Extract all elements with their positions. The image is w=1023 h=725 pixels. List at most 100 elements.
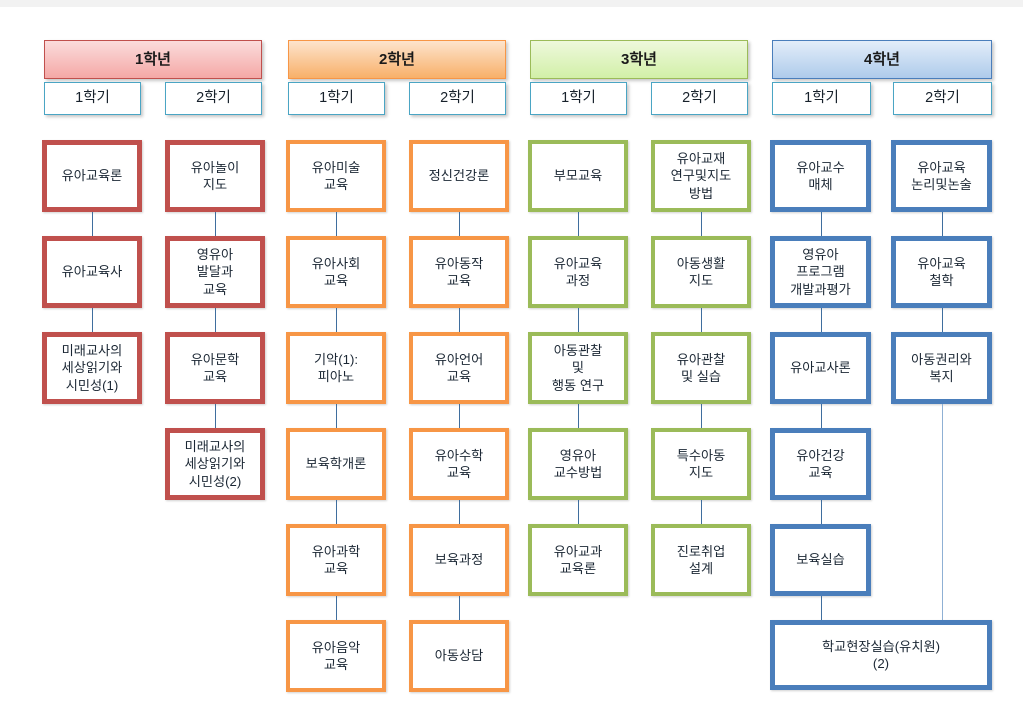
course-box[interactable]: 미래교사의 세상읽기와 시민성(2) [165,428,265,500]
course-label: 보육학개론 [305,456,367,472]
course-label: 영유아 교수방법 [553,447,603,480]
course-label: 유아수학 교육 [434,447,484,480]
connector-line [215,404,216,428]
semester-box-1-2[interactable]: 2학기 [165,82,262,115]
course-label: 유아음악 교육 [311,639,361,672]
course-box[interactable]: 보육학개론 [286,428,386,500]
semester-label: 1학기 [75,90,110,106]
course-box[interactable]: 미래교사의 세상읽기와 시민성(1) [42,332,142,404]
top-edge-strip [0,0,1023,7]
course-label: 미래교사의 세상읽기와 시민성(1) [61,342,123,393]
course-box[interactable]: 아동생활 지도 [651,236,751,308]
course-label: 부모교육 [553,168,603,184]
course-box[interactable]: 유아교재 연구및지도 방법 [651,140,751,212]
connector-line [578,500,579,524]
course-label: 유아미술 교육 [311,159,361,192]
course-box[interactable]: 정신건강론 [409,140,509,212]
course-box[interactable]: 아동권리와 복지 [891,332,992,404]
semester-box-3-1[interactable]: 1학기 [530,82,627,115]
connector-line [92,308,93,332]
course-label: 유아교육 과정 [553,255,603,288]
course-label: 특수아동 지도 [676,447,726,480]
course-label: 아동관찰 및 행동 연구 [551,342,605,393]
course-label: 유아건강 교육 [796,447,845,480]
connector-line [821,596,822,620]
course-label: 미래교사의 세상읽기와 시민성(2) [184,438,246,489]
course-box[interactable]: 유아과학 교육 [286,524,386,596]
course-label: 유아교사론 [790,360,851,376]
connector-line [215,308,216,332]
course-label: 아동상담 [434,648,484,664]
course-box[interactable]: 유아문학 교육 [165,332,265,404]
course-box[interactable]: 유아미술 교육 [286,140,386,212]
course-box[interactable]: 유아교육 논리및논술 [891,140,992,212]
year-header-1: 1학년 [44,40,262,79]
semester-box-1-1[interactable]: 1학기 [44,82,141,115]
course-box[interactable]: 유아음악 교육 [286,620,386,692]
semester-box-3-2[interactable]: 2학기 [651,82,748,115]
course-label: 유아교과 교육론 [553,543,603,576]
course-box[interactable]: 유아교육 철학 [891,236,992,308]
course-box[interactable]: 영유아 발달과 교육 [165,236,265,308]
course-label: 유아문학 교육 [190,351,240,384]
connector-line [92,212,93,236]
course-label: 유아교수 매체 [796,159,845,192]
connector-line [336,212,337,236]
connector-line [459,500,460,524]
semester-box-4-2[interactable]: 2학기 [893,82,992,115]
course-label: 유아교육사 [61,264,123,280]
connector-line [821,404,822,428]
course-box[interactable]: 영유아 교수방법 [528,428,628,500]
course-label: 유아교육 논리및논술 [911,159,972,192]
course-box[interactable]: 보육실습 [770,524,871,596]
course-box[interactable]: 유아교수 매체 [770,140,871,212]
course-box[interactable]: 유아교육 과정 [528,236,628,308]
course-box[interactable]: 보육과정 [409,524,509,596]
merged-course-box[interactable]: 학교현장실습(유치원) (2) [770,620,992,690]
course-label: 유아놀이 지도 [190,159,240,192]
connector-line [336,308,337,332]
year-header-label: 1학년 [135,51,171,68]
course-box[interactable]: 유아수학 교육 [409,428,509,500]
semester-label: 1학기 [561,90,596,106]
year-header-label: 4학년 [864,51,900,68]
semester-box-4-1[interactable]: 1학기 [772,82,871,115]
course-box[interactable]: 유아교과 교육론 [528,524,628,596]
course-label: 유아교육 철학 [917,255,966,288]
semester-label: 2학기 [440,90,475,106]
connector-line [701,500,702,524]
year-header-label: 2학년 [379,51,415,68]
course-box[interactable]: 부모교육 [528,140,628,212]
course-box[interactable]: 유아교육사 [42,236,142,308]
year-header-3: 3학년 [530,40,748,79]
course-box[interactable]: 유아교육론 [42,140,142,212]
course-box[interactable]: 아동관찰 및 행동 연구 [528,332,628,404]
semester-box-2-1[interactable]: 1학기 [288,82,385,115]
semester-label: 2학기 [196,90,231,106]
course-box[interactable]: 유아사회 교육 [286,236,386,308]
connector-line [701,404,702,428]
course-label: 유아관찰 및 실습 [676,351,726,384]
course-box[interactable]: 유아건강 교육 [770,428,871,500]
connector-line [578,212,579,236]
connector-line [459,404,460,428]
course-label: 유아동작 교육 [434,255,484,288]
course-label: 유아교육론 [61,168,123,184]
course-box[interactable]: 유아동작 교육 [409,236,509,308]
course-box[interactable]: 진로취업 설계 [651,524,751,596]
course-box[interactable]: 아동상담 [409,620,509,692]
course-box[interactable]: 유아교사론 [770,332,871,404]
course-box[interactable]: 영유아 프로그램 개발과평가 [770,236,871,308]
connector-line [821,500,822,524]
course-box[interactable]: 유아언어 교육 [409,332,509,404]
course-box[interactable]: 특수아동 지도 [651,428,751,500]
semester-label: 1학기 [804,90,839,106]
course-box[interactable]: 유아놀이 지도 [165,140,265,212]
year-header-2: 2학년 [288,40,506,79]
course-label: 기악(1): 피아노 [313,351,359,384]
course-box[interactable]: 유아관찰 및 실습 [651,332,751,404]
course-label: 진로취업 설계 [676,543,726,576]
course-box[interactable]: 기악(1): 피아노 [286,332,386,404]
semester-box-2-2[interactable]: 2학기 [409,82,506,115]
connector-line [336,404,337,428]
